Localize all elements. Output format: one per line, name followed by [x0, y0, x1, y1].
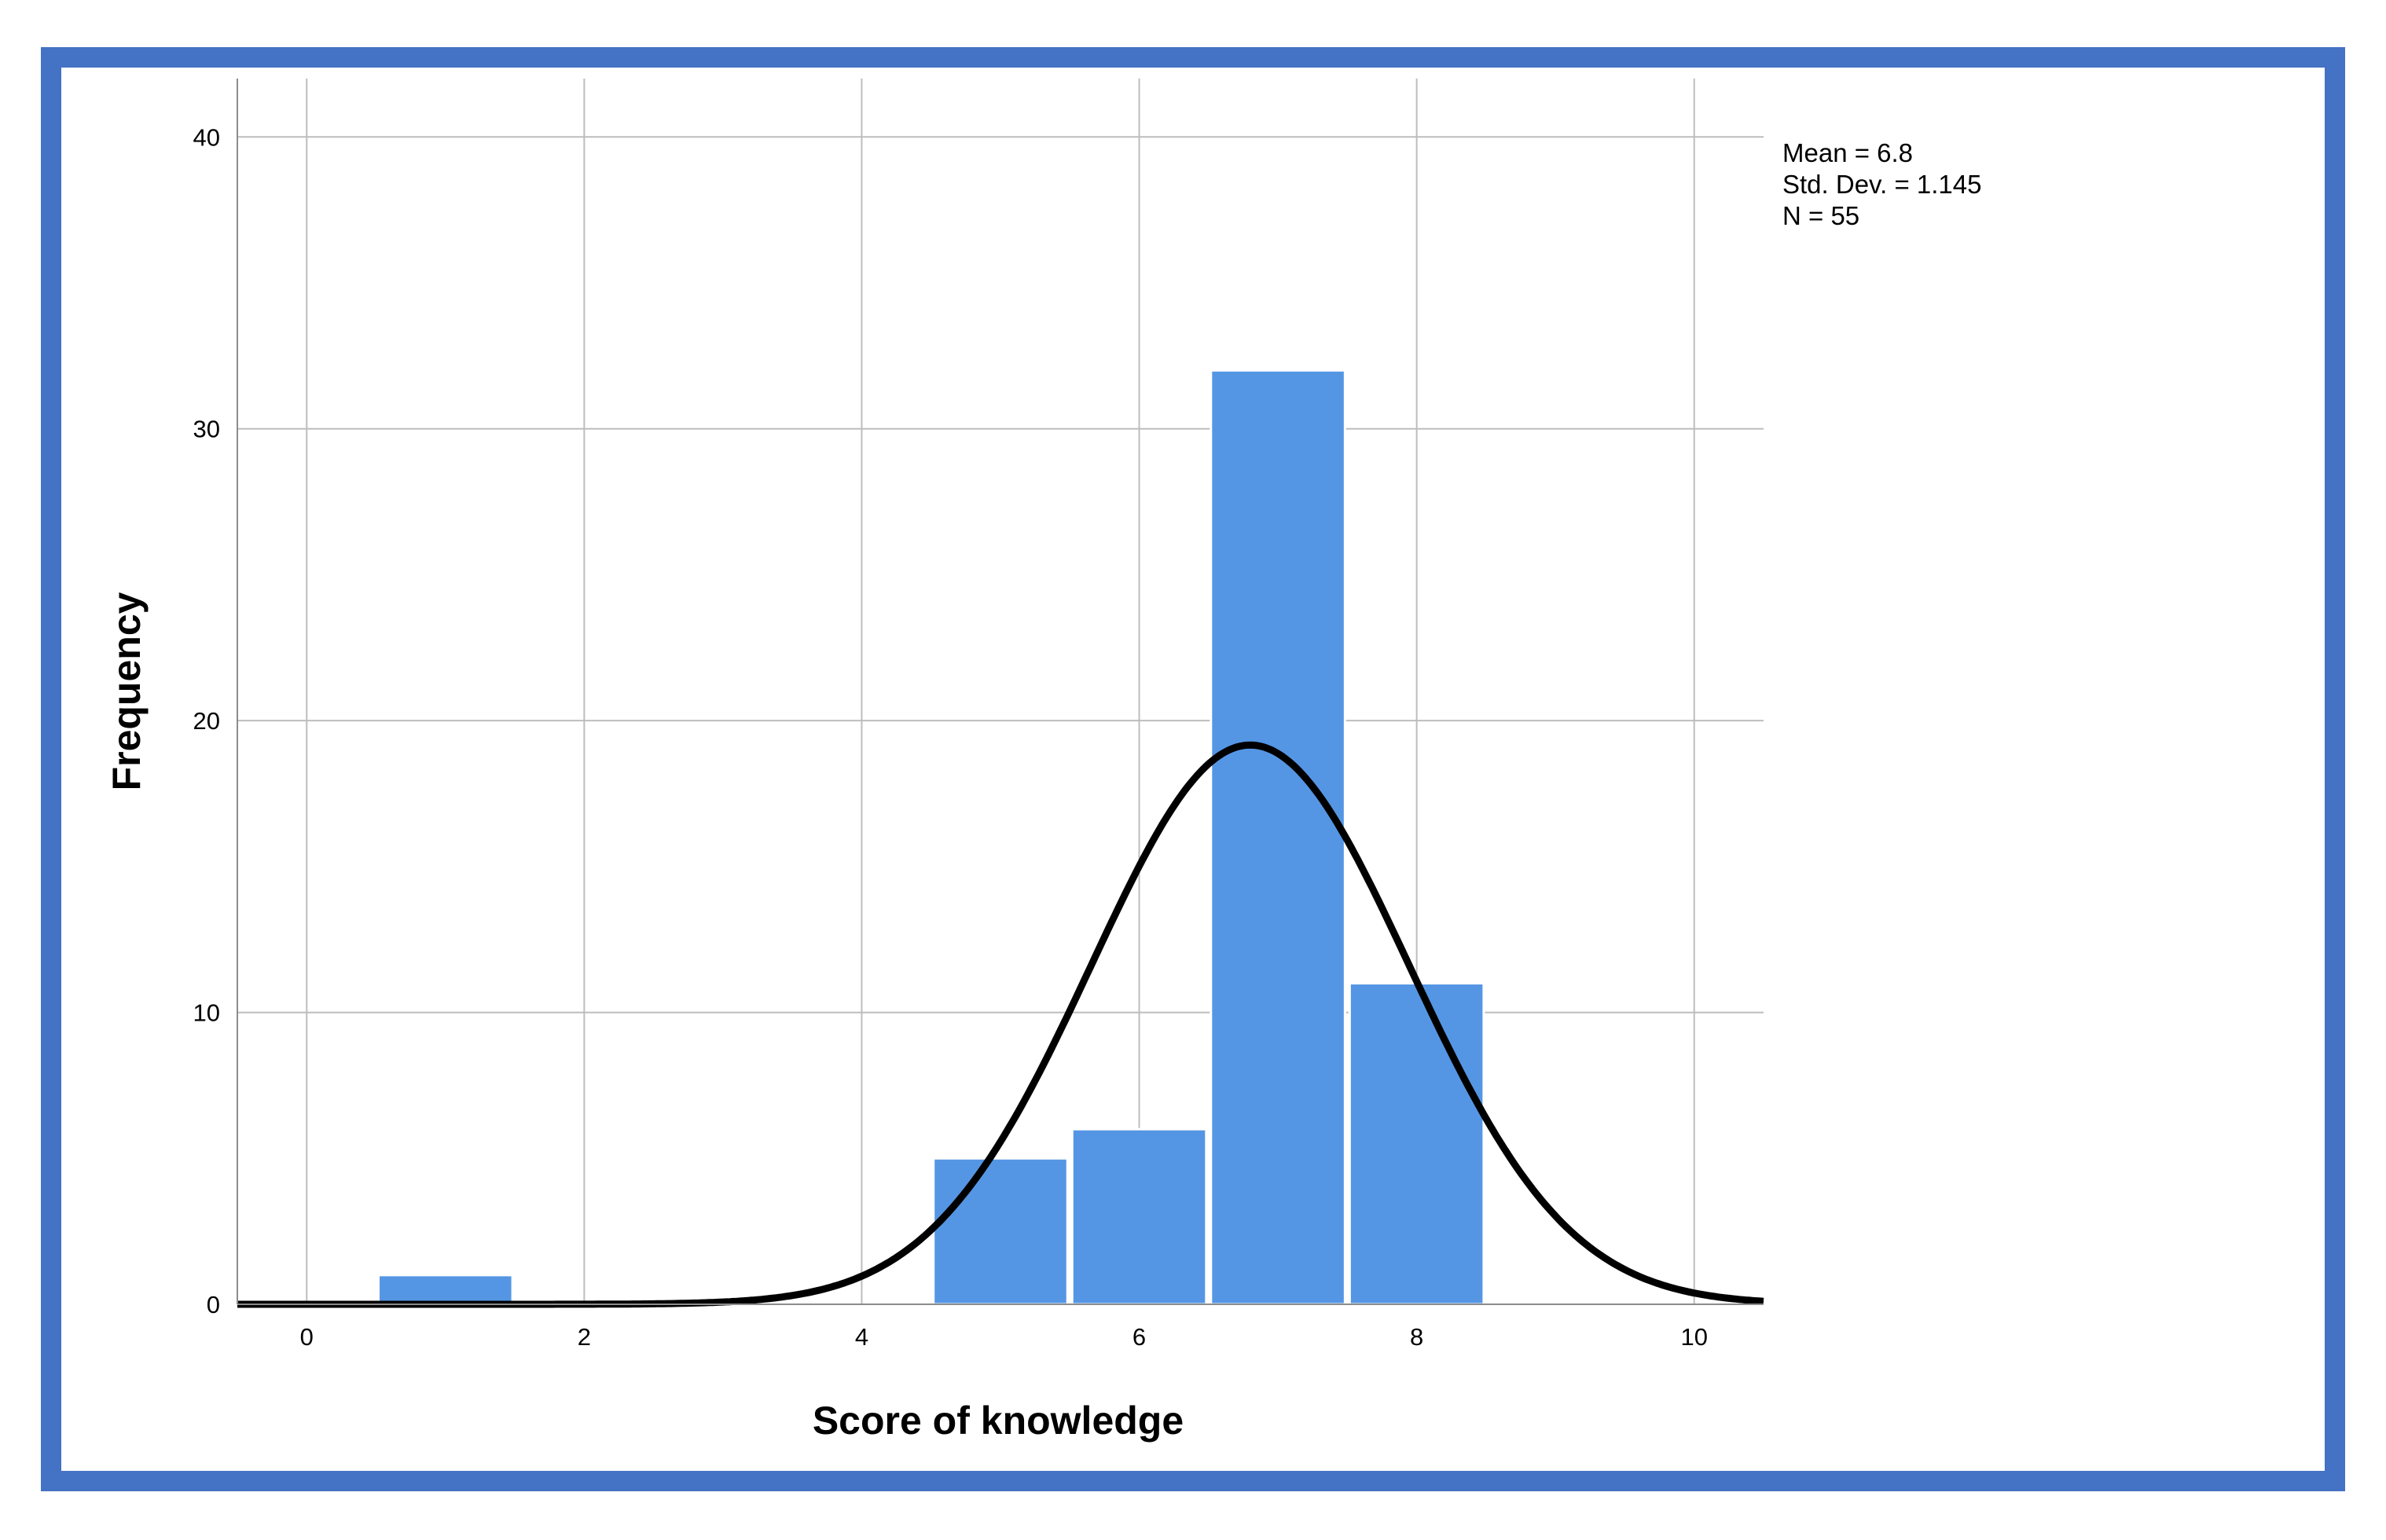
x-tick-label: 4 — [855, 1323, 868, 1351]
x-tick-label: 0 — [300, 1323, 314, 1351]
x-tick-label: 8 — [1410, 1323, 1423, 1351]
stats-n: N = 55 — [1782, 201, 1859, 230]
stats-box: Mean = 6.8 Std. Dev. = 1.145 N = 55 — [1782, 138, 1981, 230]
grid-lines — [237, 79, 1764, 1305]
histogram-bar — [1070, 1128, 1208, 1306]
histogram-bar — [1210, 368, 1346, 1306]
histogram-bars — [377, 368, 1485, 1306]
x-tick-label: 2 — [578, 1323, 591, 1351]
y-axis-title: Frequency — [105, 592, 149, 790]
y-tick-label: 30 — [193, 416, 220, 443]
stats-std-dev: Std. Dev. = 1.145 — [1782, 170, 1981, 199]
histogram-bar — [1348, 981, 1485, 1306]
y-tick-label: 20 — [193, 707, 220, 735]
stats-mean: Mean = 6.8 — [1782, 138, 1913, 167]
x-axis-title: Score of knowledge — [813, 1399, 1184, 1443]
tick-labels: 0 2 4 6 8 10 0 10 20 30 40 — [193, 123, 1708, 1351]
y-tick-label: 10 — [193, 999, 220, 1027]
x-tick-label: 6 — [1132, 1323, 1146, 1351]
axes — [237, 79, 1764, 1305]
histogram-bar — [932, 1157, 1069, 1306]
histogram-bar — [377, 1274, 514, 1306]
y-tick-label: 0 — [207, 1291, 220, 1318]
y-tick-label: 40 — [193, 123, 220, 151]
x-tick-label: 10 — [1680, 1323, 1707, 1351]
